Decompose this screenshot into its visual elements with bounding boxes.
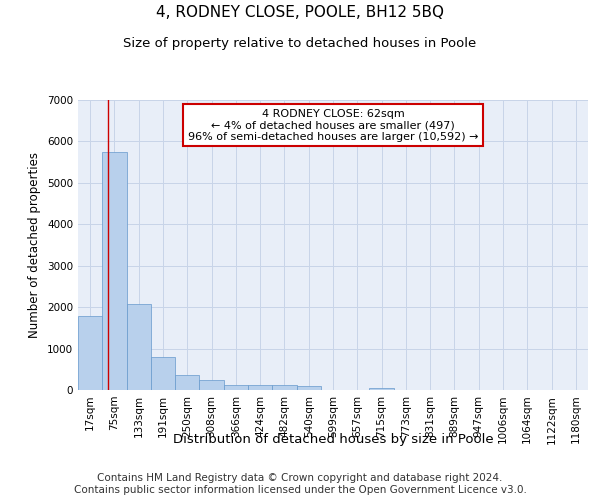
Bar (370, 388, 394, 390)
Bar (296, 386, 321, 390)
Bar (102, 152, 127, 390)
Bar (272, 386, 296, 390)
Bar (127, 304, 151, 390)
Y-axis label: Number of detached properties: Number of detached properties (28, 152, 41, 338)
Text: Distribution of detached houses by size in Poole: Distribution of detached houses by size … (173, 432, 493, 446)
Bar (199, 380, 224, 390)
Bar (78, 316, 102, 390)
Bar (151, 357, 175, 390)
Text: Contains HM Land Registry data © Crown copyright and database right 2024.
Contai: Contains HM Land Registry data © Crown c… (74, 474, 526, 495)
Bar (248, 386, 272, 390)
Bar (175, 375, 199, 390)
Text: Size of property relative to detached houses in Poole: Size of property relative to detached ho… (124, 38, 476, 51)
Text: 4, RODNEY CLOSE, POOLE, BH12 5BQ: 4, RODNEY CLOSE, POOLE, BH12 5BQ (156, 5, 444, 20)
Bar (224, 385, 248, 390)
Text: 4 RODNEY CLOSE: 62sqm
← 4% of detached houses are smaller (497)
96% of semi-deta: 4 RODNEY CLOSE: 62sqm ← 4% of detached h… (188, 108, 478, 142)
